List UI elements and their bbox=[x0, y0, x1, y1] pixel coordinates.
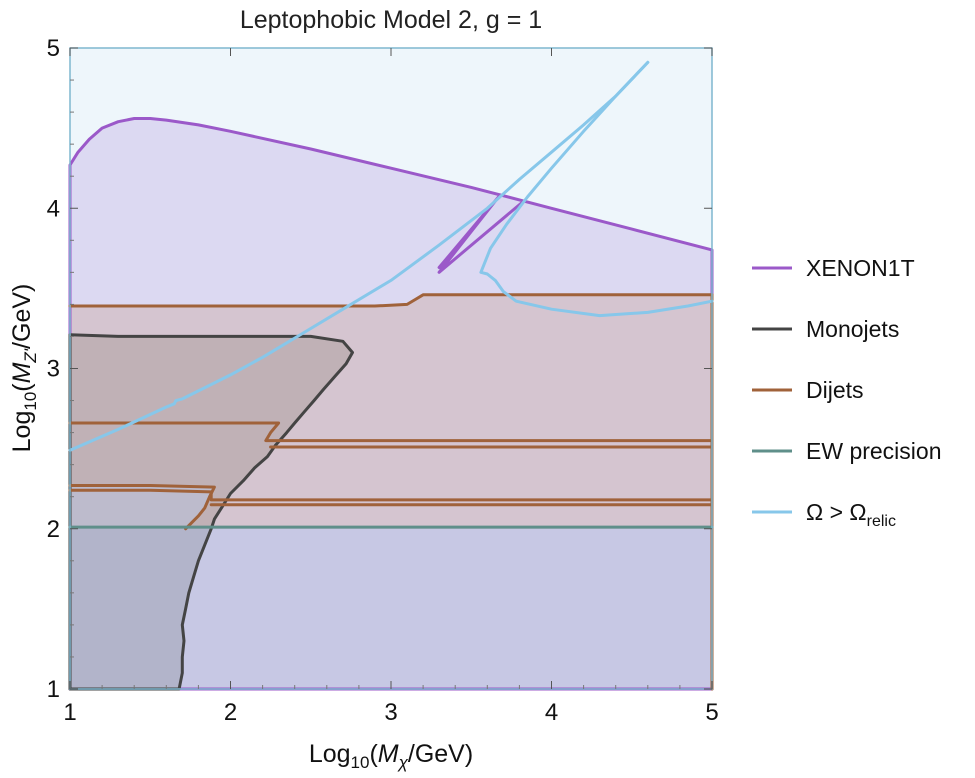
y-tick-label: 5 bbox=[47, 35, 60, 62]
x-tick-label: 2 bbox=[224, 699, 237, 726]
x-tick-label: 5 bbox=[705, 699, 718, 726]
legend-item-dijets: Dijets bbox=[752, 377, 864, 403]
x-tick-label: 4 bbox=[545, 699, 558, 726]
legend-item-monojets: Monojets bbox=[752, 316, 899, 342]
chart-title: Leptophobic Model 2, g = 1 bbox=[240, 6, 542, 34]
legend-label: EW precision bbox=[806, 438, 941, 464]
legend-item-relic: Ω > Ωrelic bbox=[752, 499, 896, 530]
monojets-boundary-1 bbox=[68, 333, 354, 691]
plot-background bbox=[70, 48, 712, 689]
relic-boundary-2 bbox=[479, 60, 714, 318]
y-tick-label: 1 bbox=[47, 676, 60, 703]
legend-label: Ω > Ωrelic bbox=[806, 499, 896, 530]
dijets-boundary-1 bbox=[68, 293, 714, 308]
y-tick-label: 4 bbox=[47, 195, 60, 222]
y-tick-label: 3 bbox=[47, 356, 60, 383]
x-axis-label: Log10(Mχ/GeV) bbox=[309, 740, 473, 772]
y-axis-ticks: 1 2 3 4 5 bbox=[47, 35, 712, 703]
legend-label: Monojets bbox=[806, 316, 899, 342]
x-tick-label: 1 bbox=[63, 699, 76, 726]
dijets-region bbox=[70, 294, 712, 529]
y-axis-label: Log10(MZ'/GeV) bbox=[8, 284, 40, 453]
x-axis-ticks: 1 2 3 4 5 bbox=[63, 48, 719, 726]
legend: XENON1T Monojets Dijets EW precision Ω > Ωre… bbox=[752, 255, 941, 530]
xenon1t-boundary-2 bbox=[437, 195, 523, 274]
xenon1t-region bbox=[70, 118, 712, 689]
dijets-boundary-4 bbox=[68, 484, 216, 531]
x-tick-label: 3 bbox=[384, 699, 397, 726]
legend-item-xenon1t: XENON1T bbox=[752, 255, 915, 281]
ew-precision-region bbox=[70, 527, 712, 689]
relic-boundary-1 bbox=[68, 60, 650, 452]
legend-label: Dijets bbox=[806, 377, 864, 403]
dijets-boundary-2 bbox=[68, 421, 714, 443]
y-tick-label: 2 bbox=[47, 516, 60, 543]
dijets-boundary-5 bbox=[68, 488, 714, 502]
legend-label: XENON1T bbox=[806, 255, 915, 281]
legend-item-ew-precision: EW precision bbox=[752, 438, 941, 464]
